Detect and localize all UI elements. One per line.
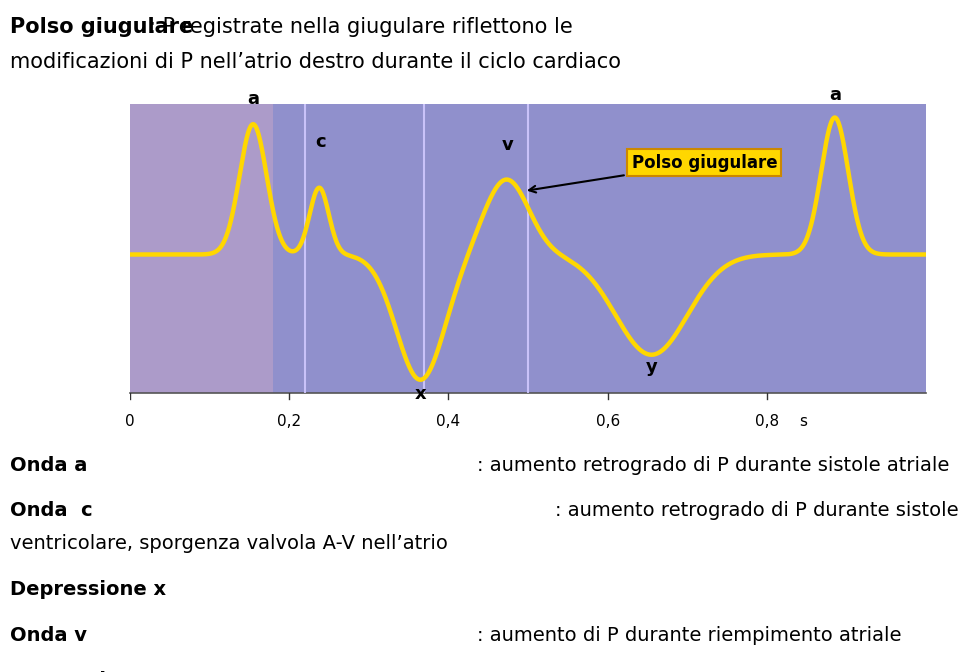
Text: s: s <box>799 414 807 429</box>
Text: 0,8: 0,8 <box>755 414 780 429</box>
Text: 0,2: 0,2 <box>276 414 301 429</box>
Text: 0,4: 0,4 <box>436 414 461 429</box>
Text: Onda a: Onda a <box>10 456 87 474</box>
Text: Polso giugulare: Polso giugulare <box>10 17 193 37</box>
Text: : P registrate nella giugulare riflettono le: : P registrate nella giugulare rifletton… <box>149 17 572 37</box>
Text: a: a <box>828 86 841 104</box>
Text: 0,6: 0,6 <box>595 414 620 429</box>
Text: 0: 0 <box>125 414 134 429</box>
Text: : aumento retrogrado di P durante sistole isometrica: : aumento retrogrado di P durante sistol… <box>555 501 960 520</box>
Text: Polso giugulare: Polso giugulare <box>529 154 778 192</box>
Text: v: v <box>502 136 514 155</box>
Text: modificazioni di P nell’atrio destro durante il ciclo cardiaco: modificazioni di P nell’atrio destro dur… <box>10 52 620 72</box>
Text: x: x <box>415 385 426 403</box>
Text: ventricolare, sporgenza valvola A-V nell’atrio: ventricolare, sporgenza valvola A-V nell… <box>10 534 447 553</box>
Text: Depressione x: Depressione x <box>10 580 166 599</box>
Text: : aumento retrogrado di P durante sistole atriale: : aumento retrogrado di P durante sistol… <box>477 456 949 474</box>
Text: Depressione  Y: Depressione Y <box>10 671 174 672</box>
Text: a: a <box>247 89 259 108</box>
Text: y: y <box>646 358 658 376</box>
Text: Onda v: Onda v <box>10 626 86 644</box>
Text: c: c <box>316 133 326 151</box>
Text: : aumento di P durante riempimento atriale: : aumento di P durante riempimento atria… <box>477 626 901 644</box>
Bar <box>130 104 273 393</box>
Text: Onda  c: Onda c <box>10 501 92 520</box>
